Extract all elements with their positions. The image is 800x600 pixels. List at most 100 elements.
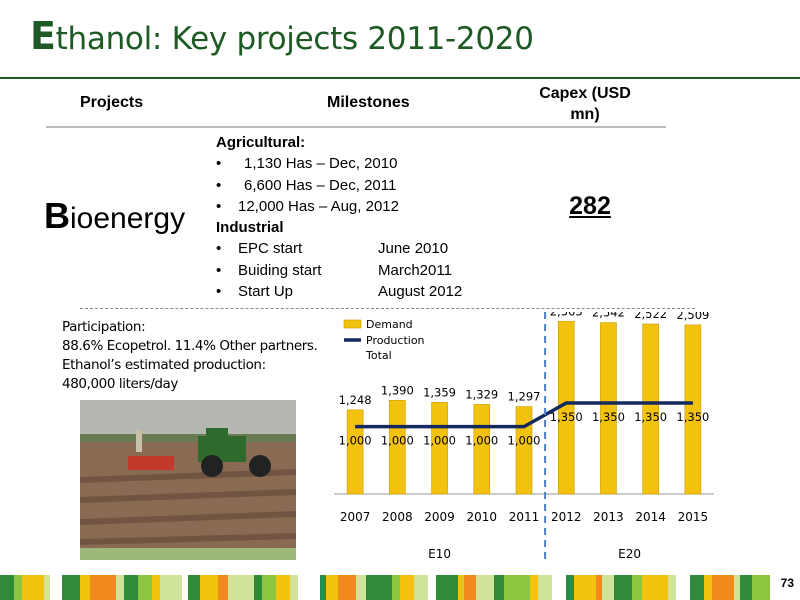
footer-stripe: [566, 575, 574, 600]
footer-stripe: [392, 575, 400, 600]
footer-stripe: [14, 575, 22, 600]
footer-stripe: [530, 575, 538, 600]
footer-stripe: [734, 575, 740, 600]
footer-stripe: [614, 575, 632, 600]
legend-swatch-demand: [343, 319, 362, 329]
list-item: • Start Up August 2012: [216, 281, 508, 302]
footer-stripe: [320, 575, 326, 600]
footer-stripe: [476, 575, 494, 600]
footer-stripe: [326, 575, 338, 600]
line-label: 1,350: [550, 410, 583, 424]
industrial-title: Industrial: [216, 219, 284, 237]
footer-stripe: [182, 575, 188, 600]
footer-stripe: [80, 575, 90, 600]
footer-stripe: [552, 575, 566, 600]
list-item: • 1,130 Has – Dec, 2010: [216, 153, 508, 174]
header-capex: Capex (USD mn): [539, 85, 631, 123]
footer-stripe: [494, 575, 504, 600]
industrial-item-date: August 2012: [378, 283, 463, 301]
footer-stripe: [504, 575, 530, 600]
footer-stripe: [704, 575, 712, 600]
bar-demand: [684, 324, 702, 495]
bar-demand: [346, 409, 364, 495]
participation-line: 480,000 liters/day: [62, 376, 178, 392]
photo-planter: [128, 456, 174, 470]
bar-label: 2,563: [550, 312, 583, 318]
bar-label: 2,542: [592, 312, 625, 320]
bar-label: 2,522: [634, 312, 667, 321]
x-tick-label: 2012: [551, 510, 582, 524]
footer-stripe: [642, 575, 668, 600]
footer-stripe: [596, 575, 602, 600]
footer-stripe: [668, 575, 676, 600]
footer-stripe: [690, 575, 704, 600]
footer-stripe: [740, 575, 752, 600]
bar-label: 1,329: [465, 387, 498, 401]
photo-tractor-wheel: [249, 455, 271, 477]
title-rest: thanol: Key projects 2011-2020: [55, 21, 534, 57]
footer-stripe: [124, 575, 138, 600]
photo-tractor-wheel: [201, 455, 223, 477]
line-label: 1,000: [339, 434, 372, 448]
list-item: • 6,600 Has – Dec, 2011: [216, 175, 508, 196]
line-label: 1,350: [676, 410, 709, 424]
bar-demand: [431, 402, 448, 495]
table-header-divider: [46, 126, 666, 128]
header-projects: Projects: [80, 94, 144, 111]
footer-stripe: [602, 575, 614, 600]
footer-stripe: [276, 575, 290, 600]
tractor-photo: [80, 400, 296, 560]
agri-item-label: 12,000 Has – Aug, 2012: [238, 197, 399, 215]
photo-sky: [80, 400, 296, 440]
bar-label: 1,390: [381, 383, 414, 397]
industrial-item-date: March2011: [378, 261, 452, 279]
footer-color-strip: [0, 575, 770, 600]
bar-demand: [389, 400, 406, 495]
footer-stripe: [152, 575, 160, 600]
footer-stripe: [464, 575, 476, 600]
industrial-item-label: EPC start: [238, 240, 303, 258]
footer-stripe: [298, 575, 320, 600]
footer-stripe: [44, 575, 50, 600]
footer-stripe: [632, 575, 642, 600]
footer-stripe: [366, 575, 392, 600]
bar-label: 1,297: [508, 390, 541, 404]
agri-item-label: 1,130 Has – Dec, 2010: [244, 155, 398, 173]
footer-stripe: [290, 575, 298, 600]
line-label: 1,000: [381, 434, 414, 448]
footer-stripe: [574, 575, 596, 600]
bar-label: 2,509: [676, 312, 709, 322]
x-tick-label: 2013: [593, 510, 624, 524]
footer-stripe: [414, 575, 428, 600]
industrial-item-label: Buiding start: [238, 261, 322, 279]
bar-demand: [642, 323, 659, 495]
industrial-item-date: June 2010: [378, 240, 449, 258]
project-name: Bioenergy: [44, 195, 185, 237]
bar-label: 1,248: [339, 393, 372, 407]
agricultural-title: Agricultural:: [216, 134, 306, 151]
line-label: 1,350: [634, 410, 667, 424]
list-item: • EPC start June 2010: [216, 238, 508, 259]
footer-stripe: [62, 575, 80, 600]
bar-label: 1,359: [423, 385, 456, 399]
ethanol-chart: 1,248 1,390 1,359 1,329 1,297 2,563 2,542 2,522…: [334, 312, 714, 564]
legend-label-demand: Demand: [366, 318, 413, 331]
photo-trees: [80, 434, 296, 444]
project-rest: ioenergy: [70, 202, 186, 235]
footer-stripe: [90, 575, 116, 600]
legend-label-production: Production: [366, 334, 425, 347]
page-number: 73: [780, 576, 794, 590]
title-divider: [0, 77, 800, 79]
legend-label-total: Total: [365, 349, 392, 362]
project-initial: B: [44, 195, 70, 236]
footer-stripe: [538, 575, 552, 600]
footer-stripe: [338, 575, 356, 600]
footer-stripe: [0, 575, 14, 600]
x-tick-label: 2011: [509, 510, 540, 524]
line-label: 1,000: [423, 434, 456, 448]
line-label: 1,350: [592, 410, 625, 424]
bar-demand: [600, 322, 617, 495]
x-tick-label: 2015: [678, 510, 709, 524]
footer-stripe: [676, 575, 690, 600]
footer-stripe: [262, 575, 276, 600]
